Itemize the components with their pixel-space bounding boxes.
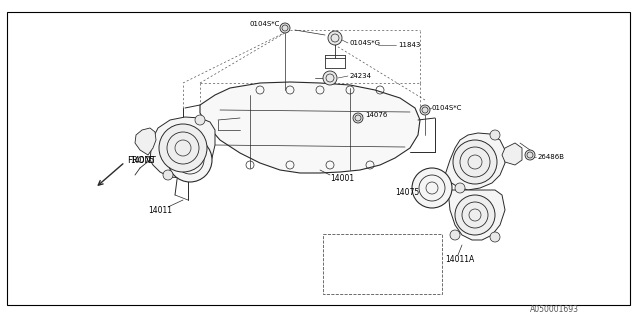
Text: 14075: 14075	[395, 188, 419, 196]
Circle shape	[163, 170, 173, 180]
Text: 14011: 14011	[148, 205, 172, 214]
Text: 0104S*G: 0104S*G	[350, 40, 381, 46]
Text: 24234: 24234	[350, 73, 372, 79]
Circle shape	[420, 105, 430, 115]
Circle shape	[323, 71, 337, 85]
Polygon shape	[502, 143, 522, 165]
Circle shape	[450, 230, 460, 240]
Text: 14076: 14076	[365, 112, 387, 118]
Circle shape	[195, 115, 205, 125]
Text: 0104S*C: 0104S*C	[250, 21, 280, 27]
Circle shape	[490, 130, 500, 140]
Circle shape	[353, 113, 363, 123]
Circle shape	[280, 23, 290, 33]
Circle shape	[159, 124, 207, 172]
Circle shape	[455, 183, 465, 193]
Polygon shape	[448, 190, 505, 240]
Text: A050001693: A050001693	[530, 306, 579, 315]
Circle shape	[525, 150, 535, 160]
Bar	[323, 234, 442, 294]
Circle shape	[412, 168, 452, 208]
Text: 11843: 11843	[398, 42, 420, 48]
Text: 26486B: 26486B	[538, 154, 565, 160]
Circle shape	[490, 232, 500, 242]
Text: 14075: 14075	[130, 156, 154, 164]
Polygon shape	[445, 133, 505, 190]
Polygon shape	[200, 82, 420, 173]
Text: FRONT: FRONT	[127, 156, 156, 164]
Circle shape	[168, 138, 212, 182]
Text: 0104S*C: 0104S*C	[432, 105, 462, 111]
Polygon shape	[150, 117, 215, 178]
Text: 14011A: 14011A	[445, 255, 474, 265]
Circle shape	[455, 195, 495, 235]
Circle shape	[453, 140, 497, 184]
Polygon shape	[135, 128, 156, 155]
Text: 14001: 14001	[330, 173, 354, 182]
Circle shape	[328, 31, 342, 45]
